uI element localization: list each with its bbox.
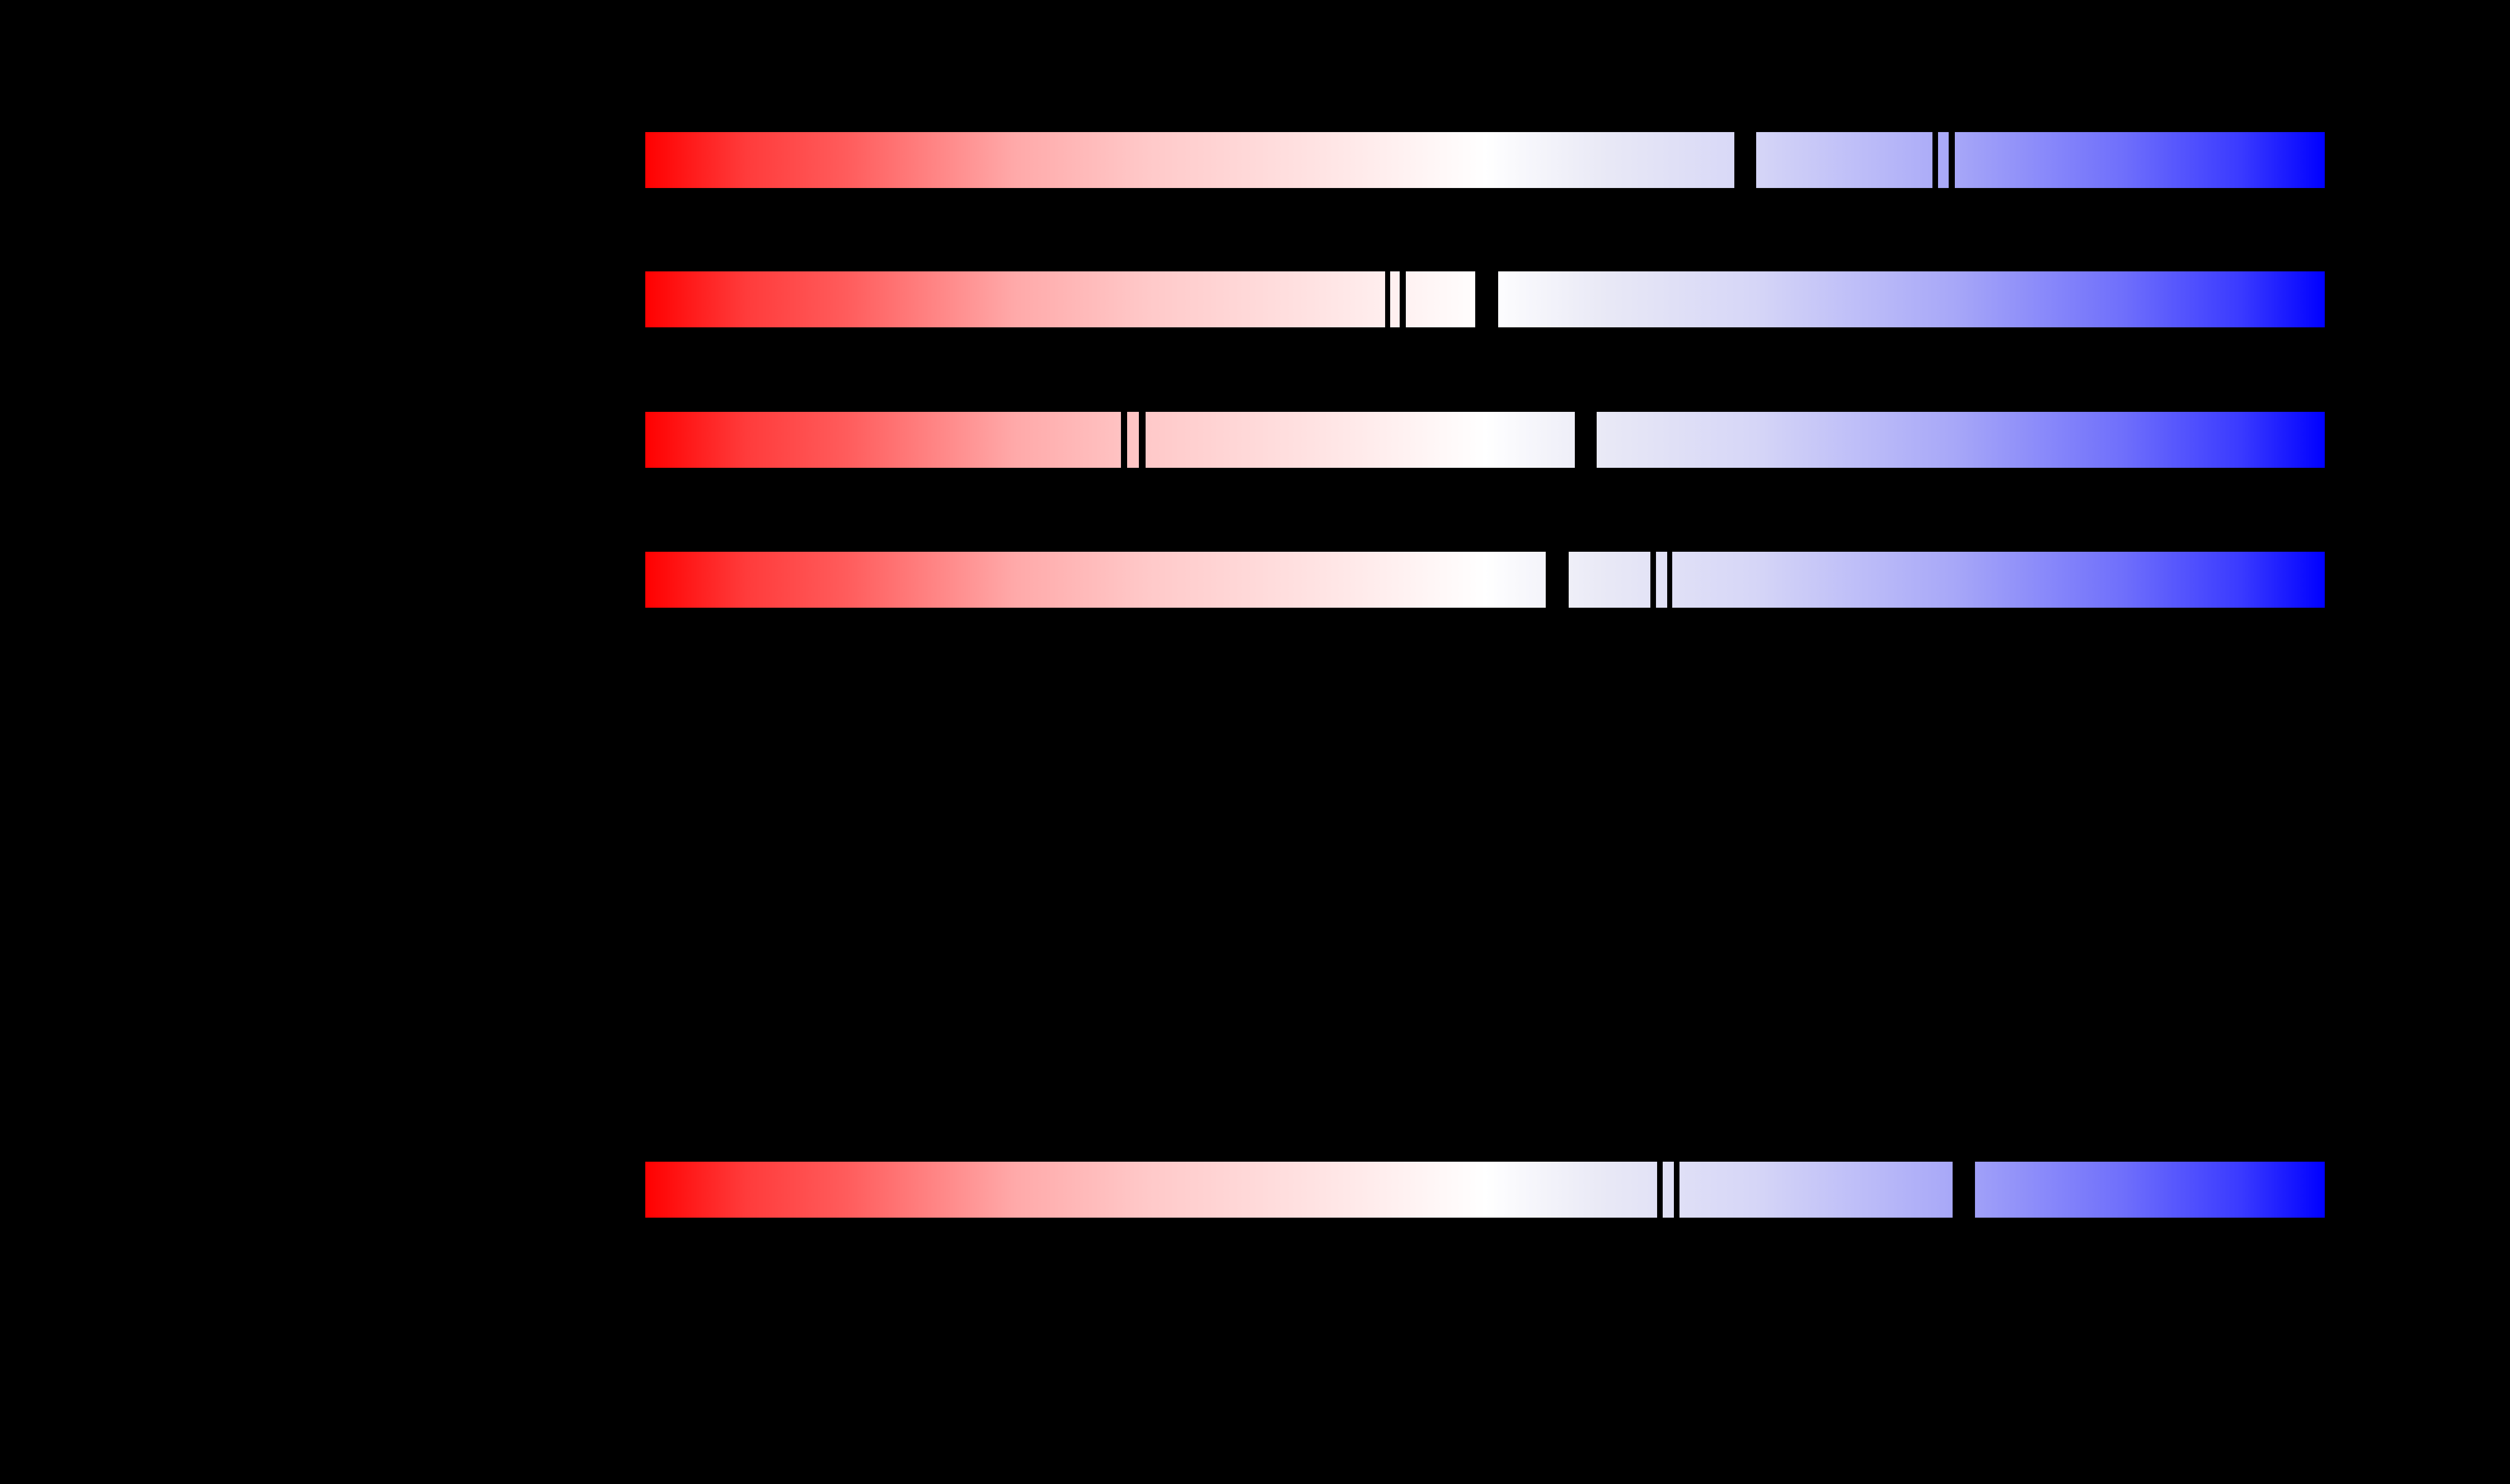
range-marker-thin (1121, 412, 1127, 468)
range-marker-thick (1734, 132, 1756, 188)
range-marker-thin (1385, 271, 1390, 327)
gradient-bar-strip-3 (645, 412, 2325, 468)
gradient-bar-strip-1 (645, 132, 2325, 188)
range-marker-thin (1949, 132, 1955, 188)
range-marker-thin (1650, 552, 1656, 608)
range-marker-thin (1400, 271, 1406, 327)
range-marker-thin (1674, 1162, 1679, 1218)
range-marker-thick (1546, 552, 1569, 608)
range-marker-thick (1953, 1162, 1975, 1218)
gradient-bar-strip-4 (645, 552, 2325, 608)
range-marker-thick (1575, 412, 1597, 468)
gradient-bar-strip-2 (645, 271, 2325, 327)
range-marker-thick (1475, 271, 1498, 327)
range-marker-thin (1667, 552, 1672, 608)
range-marker-thin (1932, 132, 1938, 188)
range-marker-thin (1657, 1162, 1663, 1218)
gradient-bar-strip-5 (645, 1162, 2325, 1218)
range-marker-thin (1139, 412, 1146, 468)
